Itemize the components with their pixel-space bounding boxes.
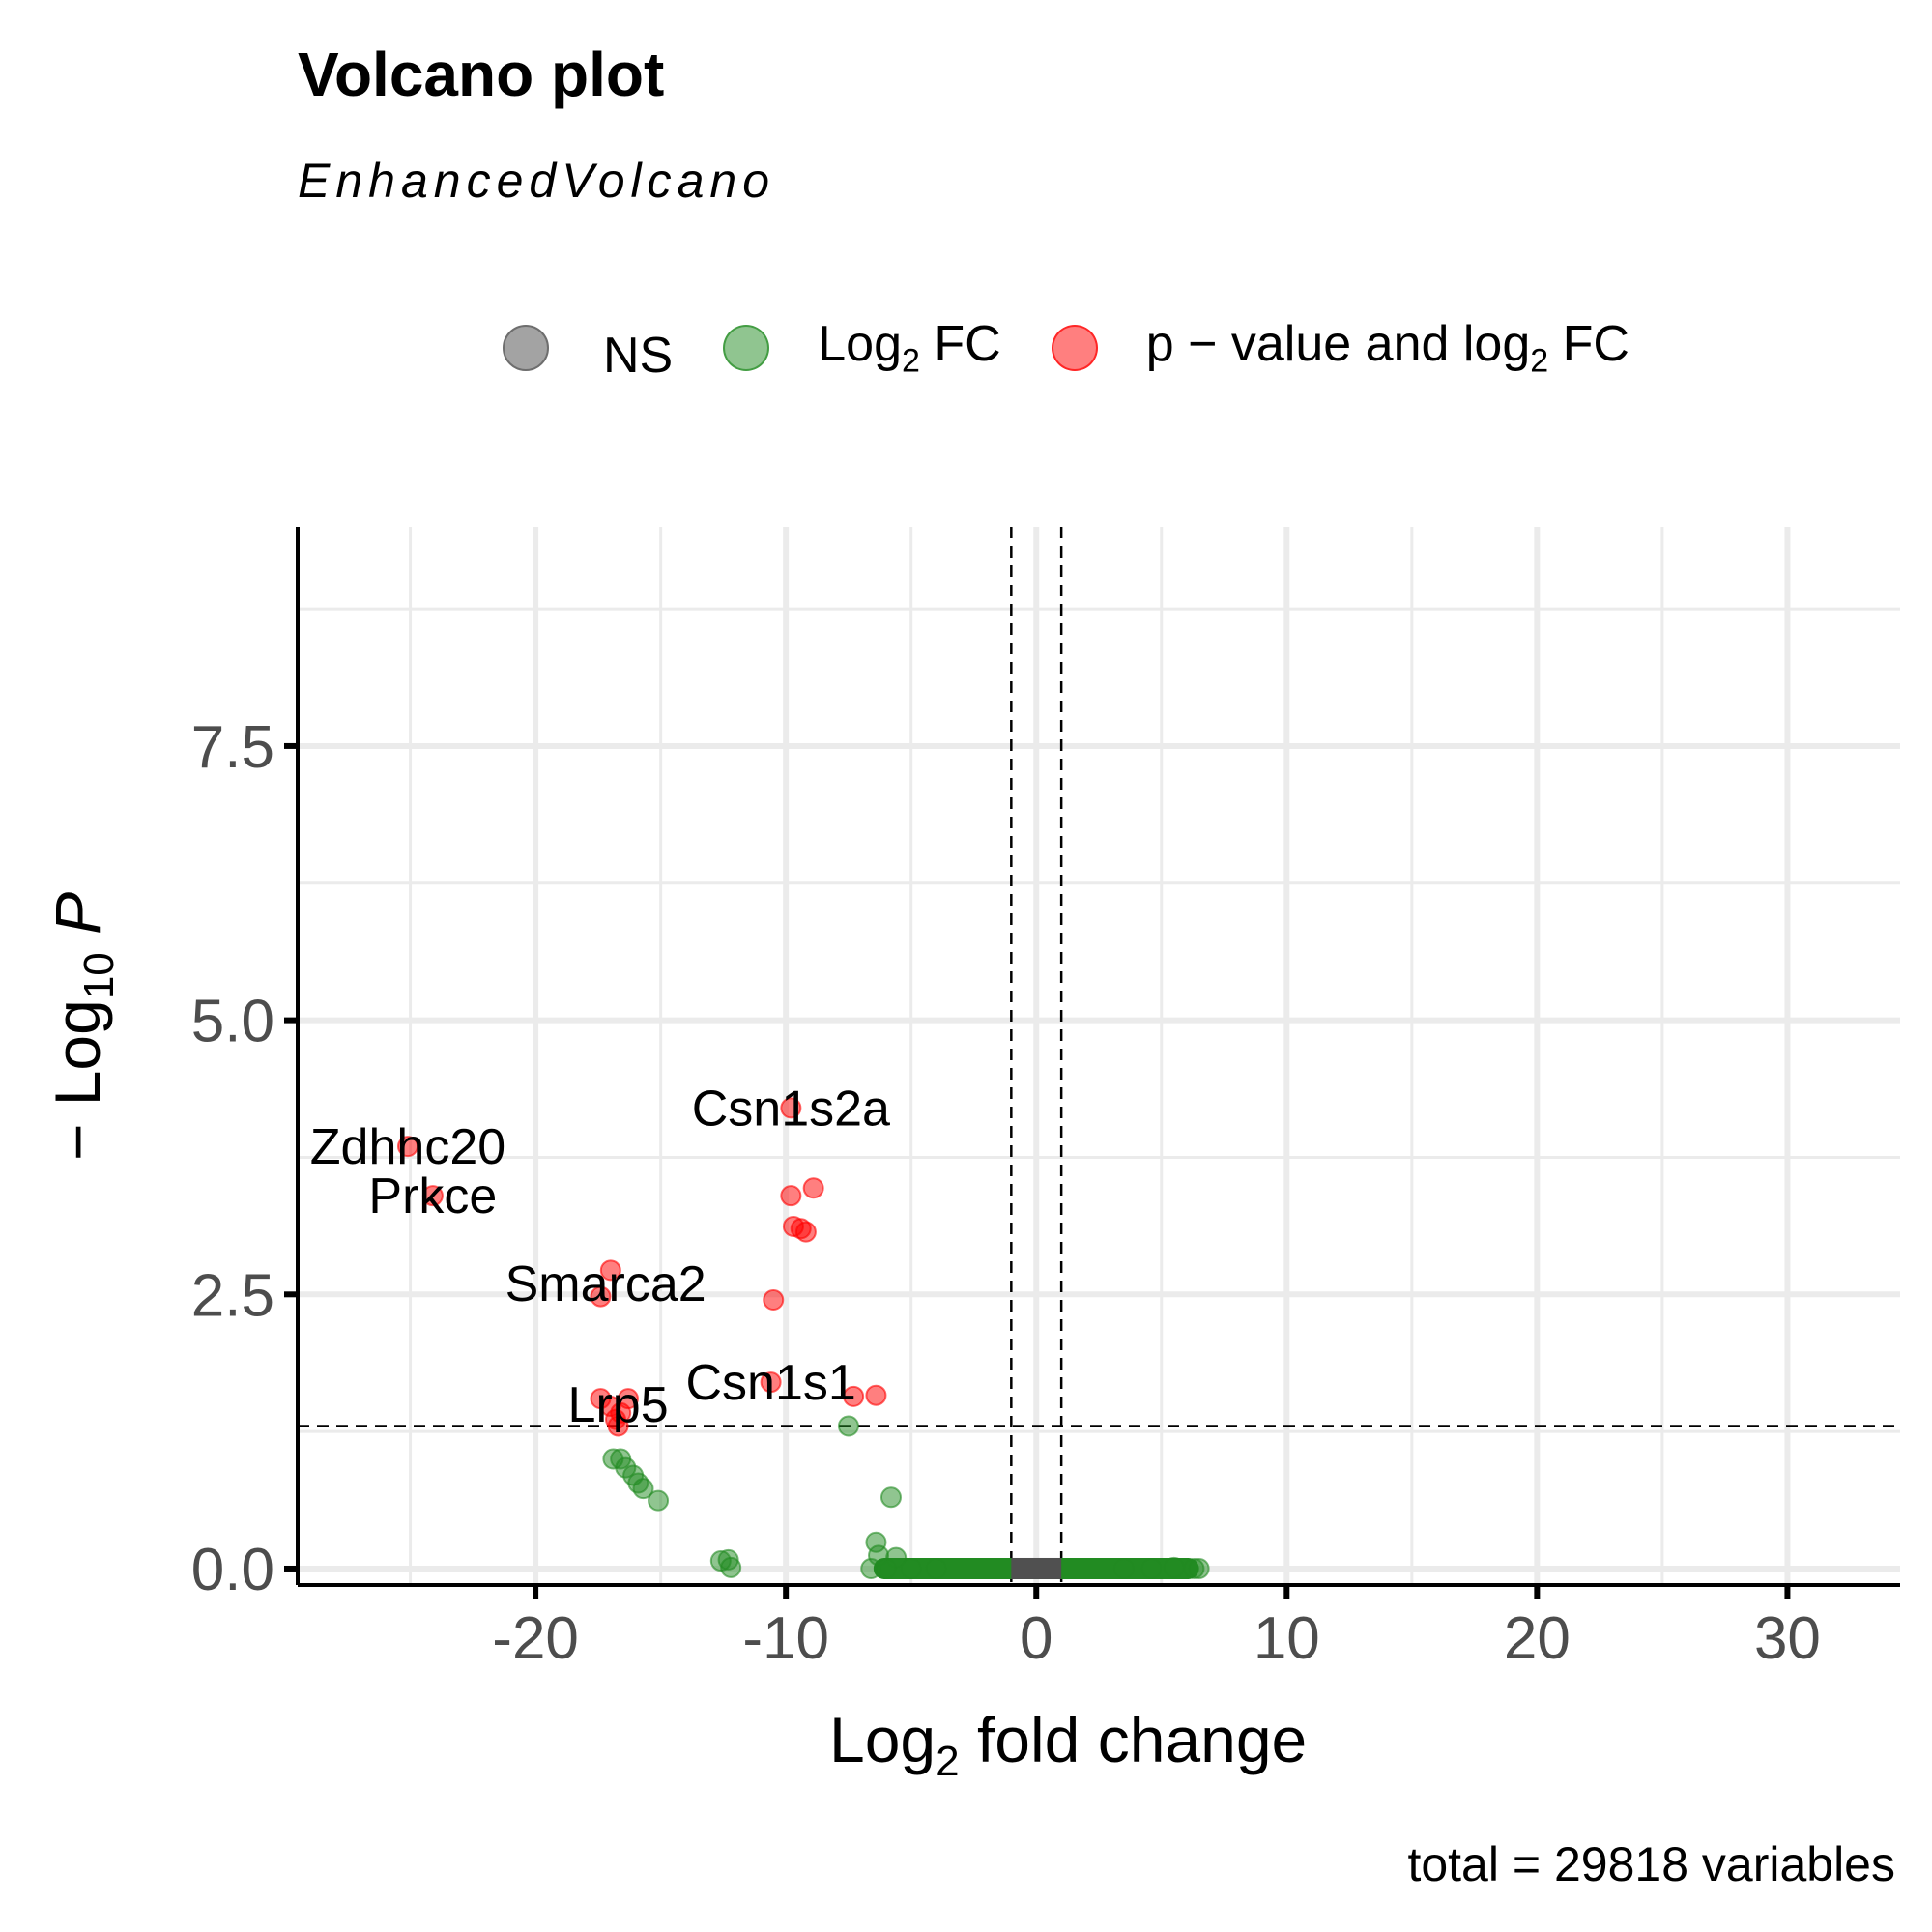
data-point-fc <box>720 1556 742 1578</box>
axes <box>296 527 1900 1587</box>
data-point-fc <box>648 1489 670 1512</box>
y-tick-label: 7.5 <box>191 714 274 781</box>
data-point-sig <box>843 1385 865 1407</box>
chart-subtitle: EnhancedVolcano <box>298 154 776 208</box>
tick-labels: -20 -10 0 10 20 30 0.0 2.5 5.0 7.5 <box>191 714 1821 1672</box>
grid-lines <box>298 527 1900 1585</box>
legend-label-ns: NS <box>603 328 674 384</box>
ns-point-band <box>1011 1557 1062 1579</box>
legend-item-sig: p − value and log2 FC <box>1051 315 1629 380</box>
data-points <box>396 1097 1210 1579</box>
chart-title: Volcano plot <box>298 40 665 109</box>
data-point-sig <box>780 1185 802 1207</box>
data-point-sig <box>794 1221 817 1243</box>
point-label: Prkce <box>368 1168 497 1225</box>
data-point-sig <box>599 1259 621 1282</box>
data-point-fc <box>632 1478 654 1500</box>
point-label: Csn1s2a <box>692 1081 890 1137</box>
data-point-sig <box>607 1415 629 1437</box>
x-tick-label: 10 <box>1254 1605 1320 1672</box>
y-tick-label: 0.0 <box>191 1537 274 1603</box>
data-point-fc <box>879 1486 902 1509</box>
point-label: Smarca2 <box>505 1256 706 1312</box>
data-point-sig <box>421 1185 444 1207</box>
x-tick-label: 20 <box>1504 1605 1571 1672</box>
x-tick-label: 0 <box>1020 1605 1053 1672</box>
cutoff-lines <box>298 527 1900 1585</box>
legend-label-sig: p − value and log2 FC <box>1145 316 1629 380</box>
data-point-sig <box>763 1288 785 1311</box>
data-point-fc <box>925 1557 947 1579</box>
data-point-fc <box>875 1557 897 1579</box>
legend-item-fc: Log2 FC <box>723 315 1001 380</box>
legend-dot-sig <box>1051 324 1098 371</box>
x-tick-label: 30 <box>1754 1605 1821 1672</box>
x-axis-label: Log2 fold change <box>829 1704 1308 1786</box>
data-point-sig <box>802 1177 824 1199</box>
caption: total = 29818 variables <box>1407 1837 1895 1891</box>
x-tick-label: -10 <box>742 1605 829 1672</box>
data-point-fc <box>837 1415 859 1437</box>
data-point-sig <box>760 1371 782 1394</box>
legend-item-ns: NS <box>503 319 673 384</box>
legend-dot-ns <box>503 325 549 371</box>
legend-label-fc: Log2 FC <box>818 316 1001 380</box>
data-point-fc <box>1112 1557 1135 1579</box>
data-point-fc <box>1188 1557 1210 1579</box>
y-tick-label: 5.0 <box>191 989 274 1055</box>
data-point-fc <box>1140 1557 1163 1579</box>
data-point-sig <box>396 1136 418 1158</box>
legend-dot-fc <box>723 324 770 371</box>
legend: NS Log2 FC p − value and log2 FC <box>503 314 1680 384</box>
data-point-sig <box>590 1285 612 1308</box>
y-tick-label: 2.5 <box>191 1262 274 1329</box>
data-point-fc <box>900 1557 922 1579</box>
point-label: Zdhhc20 <box>310 1119 505 1175</box>
x-tick-label: -20 <box>492 1605 579 1672</box>
point-label: Csn1s1 <box>685 1355 855 1411</box>
y-axis-label: − Log10 P <box>41 891 124 1162</box>
point-label: Lrp5 <box>568 1377 669 1433</box>
data-point-sig <box>865 1384 887 1406</box>
data-point-sig <box>780 1097 802 1119</box>
data-point-fc <box>1163 1556 1185 1578</box>
